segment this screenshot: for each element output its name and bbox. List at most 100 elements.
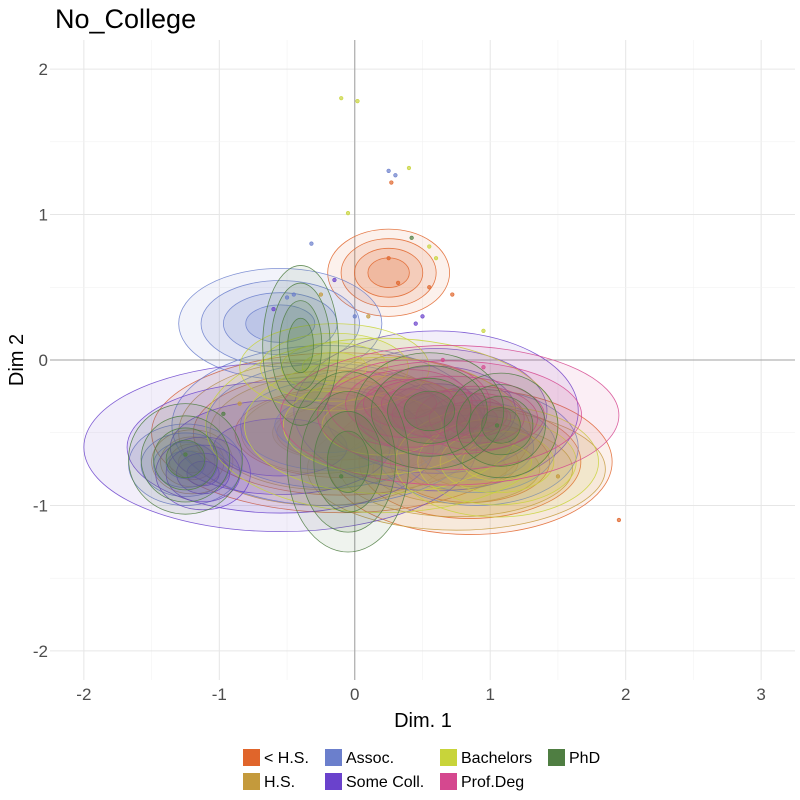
density-contour [140,415,231,503]
data-point [481,365,486,370]
x-tick-label: 2 [621,685,630,704]
density-contour [155,436,251,511]
data-point [345,210,351,216]
legend-label: Some Coll. [346,774,424,791]
data-point [393,173,398,178]
data-point [386,256,391,261]
density-contour [300,391,396,533]
density-contour [165,450,206,479]
data-point [450,292,455,297]
y-tick-label: 0 [39,351,48,370]
data-point [440,357,445,363]
legend-swatch [440,749,457,766]
legend-label: PhD [569,750,600,767]
density-contours [83,228,620,553]
legend-item: Some Coll. [325,773,424,791]
x-axis-title: Dim. 1 [394,710,452,732]
y-tick-label: 2 [39,60,48,79]
density-contour [380,388,437,419]
density-contour [415,385,539,451]
data-point [332,277,337,283]
data-point [284,295,290,300]
data-point [271,306,276,312]
density-contour [367,257,410,288]
density-contour [403,390,456,432]
data-point [183,452,188,457]
legend-item: < H.S. [243,749,309,767]
tick-labels: -2 -1 0 1 2 3 -2 -1 0 1 2 [33,60,766,704]
density-contour [354,352,505,470]
data-point [318,292,324,297]
data-point [555,474,561,479]
legend-label: H.S. [264,774,295,791]
data-point [386,168,391,174]
density-contour [239,323,430,412]
data-point [339,474,344,479]
data-point [413,321,418,326]
legend-label: Bachelors [461,750,532,767]
x-tick-label: -1 [212,685,227,704]
data-point [481,328,486,334]
density-contour [370,365,488,457]
legend-swatch [440,773,457,790]
data-point [420,314,425,319]
x-tick-label: 3 [756,685,765,704]
data-point [409,235,414,240]
data-point [494,423,500,428]
legend-swatch [243,773,260,790]
density-contour [153,427,218,491]
y-tick-label: 1 [39,206,48,225]
scatter-points [183,96,622,523]
density-contour [293,330,579,492]
x-tick-label: 1 [485,685,494,704]
legend-label: Assoc. [346,750,394,767]
y-axis-title: Dim 2 [6,334,28,386]
data-point [352,314,357,319]
legend-item: Bachelors [440,749,532,767]
density-contour [387,377,472,444]
density-contour [128,403,243,515]
density-contour [178,267,383,380]
density-contour [262,265,339,426]
density-contour [327,228,450,317]
data-point [427,244,432,249]
data-point [309,241,314,246]
density-contour [278,300,323,391]
data-point [396,280,401,286]
density-contour [287,317,314,374]
legend-item: H.S. [243,773,295,791]
y-tick-label: -2 [33,642,48,661]
data-point [291,292,296,297]
x-tick-label: 0 [350,685,359,704]
density-series [128,265,559,553]
legend-swatch [325,749,342,766]
density-contour [456,384,546,467]
data-point [616,517,622,523]
chart-title: No_College [55,4,196,34]
density-contour [481,407,521,444]
legend-swatch [243,749,260,766]
y-tick-label: -1 [33,496,48,515]
legend-item: Prof.Deg [440,773,524,791]
legend-swatch [325,773,342,790]
legend-label: < H.S. [264,750,309,767]
data-point [427,285,432,290]
data-point [355,98,360,104]
density-contour [326,430,370,493]
legend-item: PhD [548,749,600,767]
data-point [366,314,371,319]
density-contour [443,372,559,479]
density-contour [176,452,231,495]
density-contour [354,247,424,298]
data-point [237,401,242,406]
density-contour [468,395,534,456]
data-point [433,256,439,261]
x-tick-label: -2 [76,685,91,704]
density-contour [165,439,206,479]
legend: < H.S. H.S. Assoc. Some Coll. Bachelors Prof.… [243,749,600,791]
data-point [406,165,412,171]
legend-swatch [548,749,565,766]
density-contour [345,369,473,439]
data-point [221,411,226,416]
data-point [389,180,394,185]
